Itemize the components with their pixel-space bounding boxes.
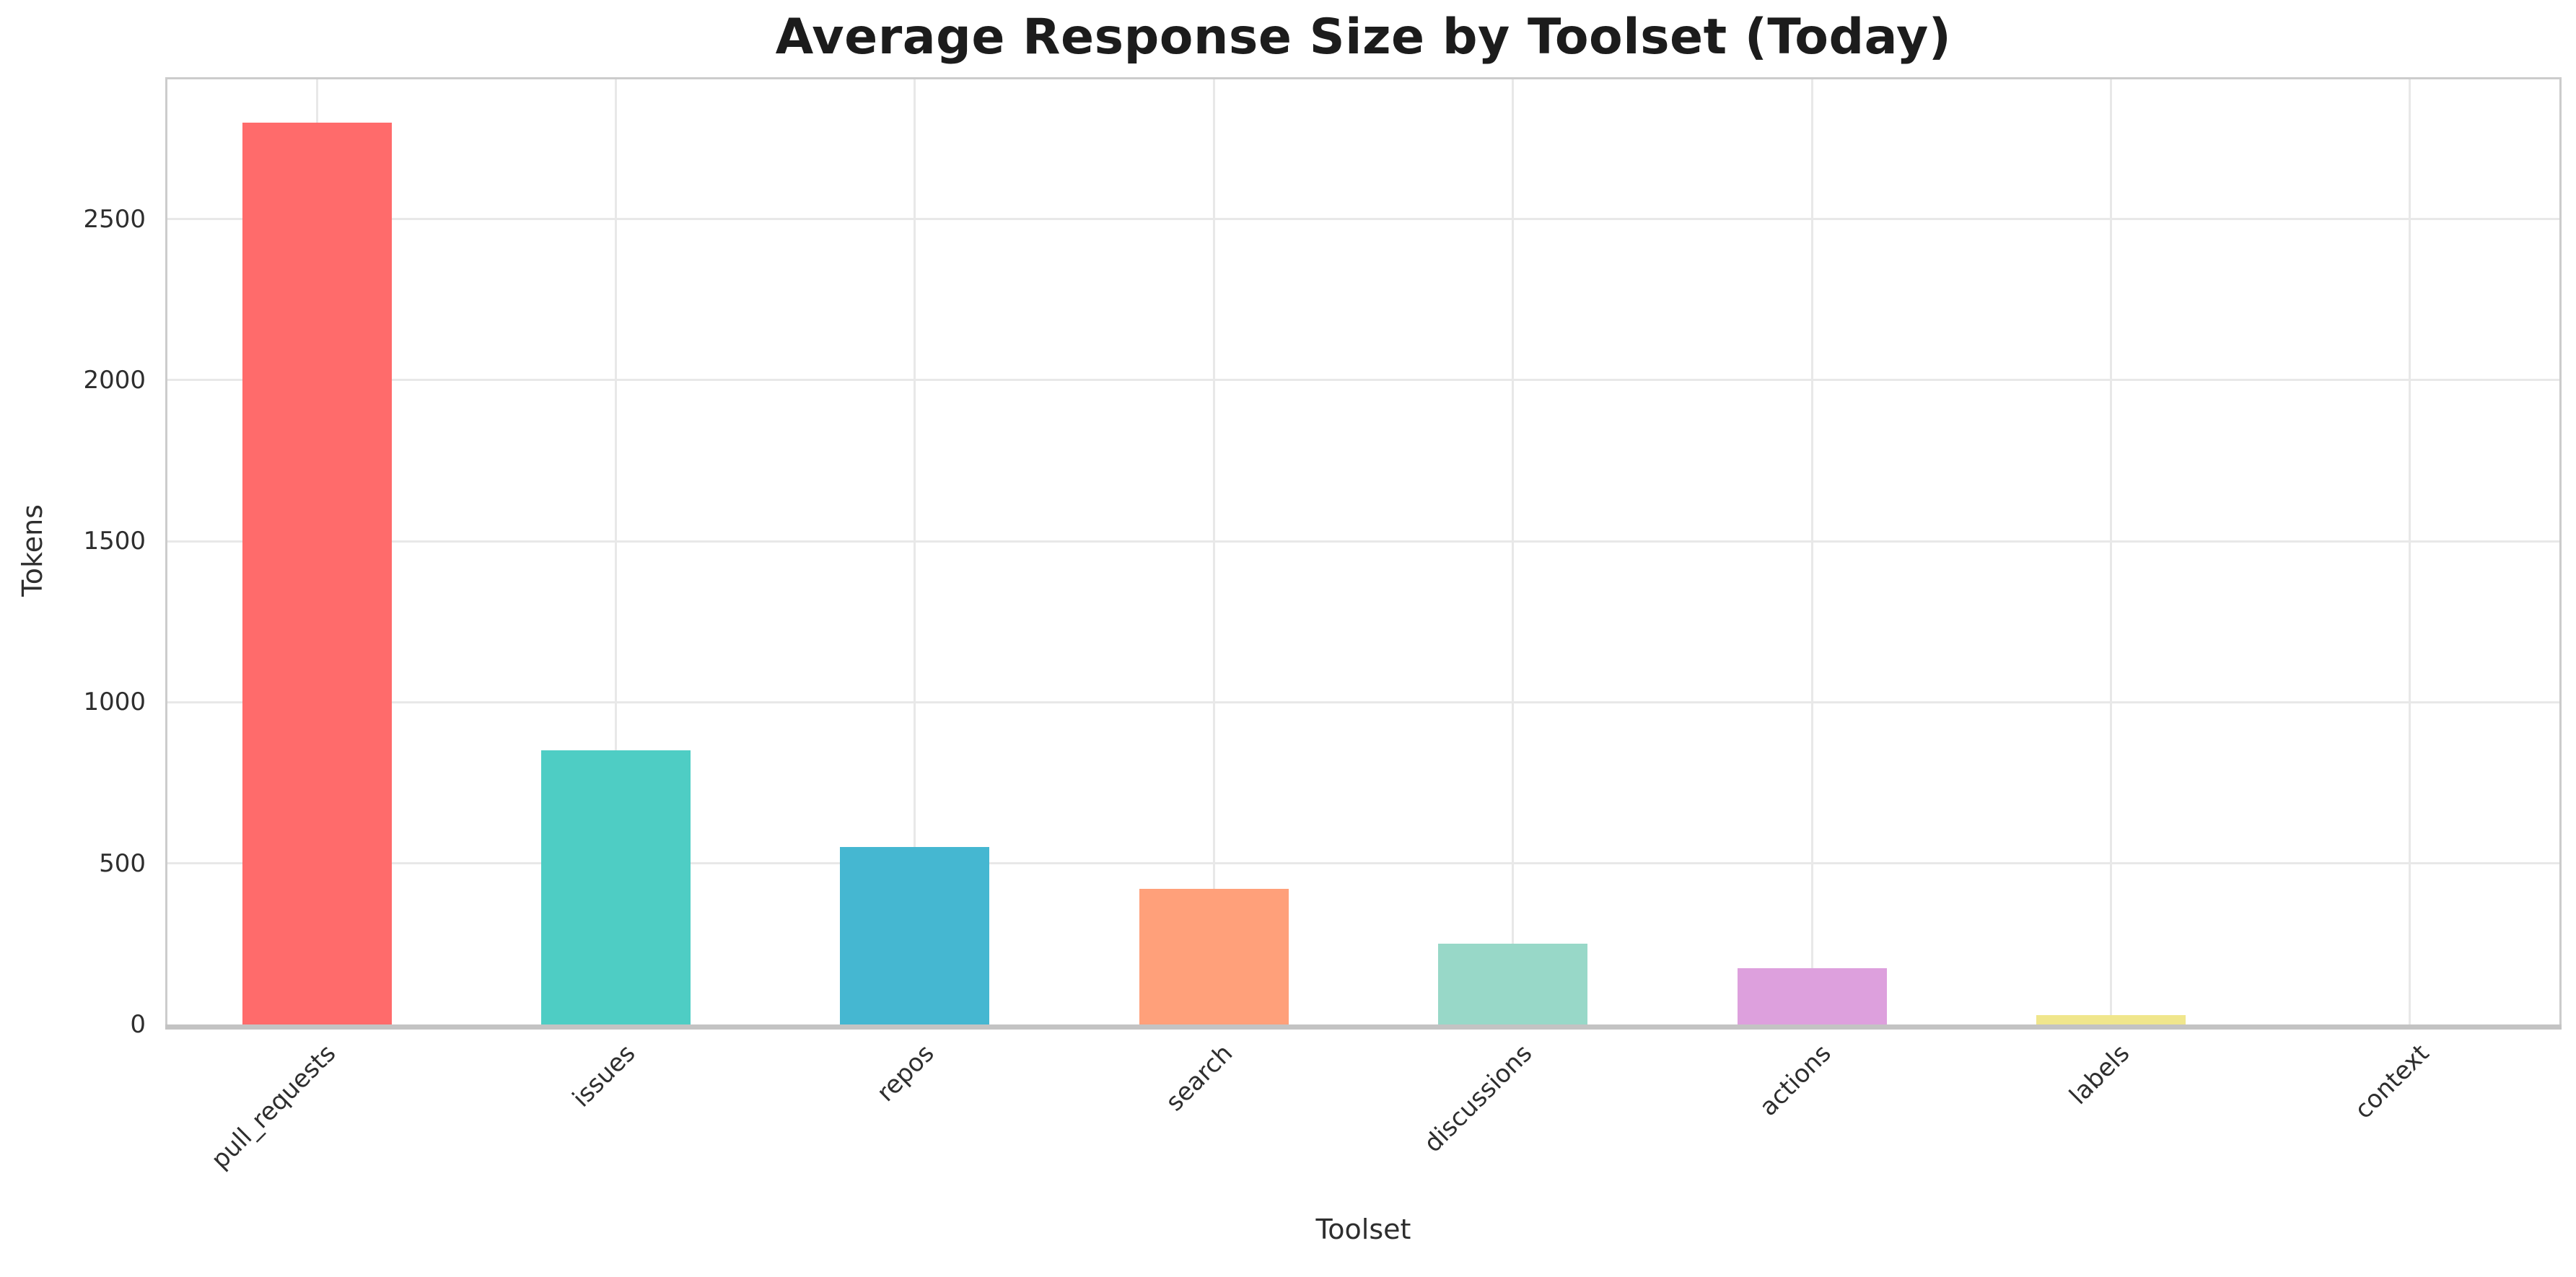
y-tick-label: 2000 [83, 365, 146, 395]
x-axis-line [165, 1024, 2562, 1030]
plot-area [167, 77, 2559, 1024]
x-tick-label: discussions [1418, 1039, 1538, 1159]
y-axis-label: Tokens [17, 504, 48, 597]
h-gridline [167, 379, 2559, 382]
y-tick-label: 0 [130, 1010, 146, 1039]
chart-title: Average Response Size by Toolset (Today) [775, 9, 1952, 66]
h-gridline [167, 862, 2559, 865]
v-gridline [1212, 77, 1215, 1024]
v-gridline [1512, 77, 1515, 1024]
h-gridline [167, 218, 2559, 221]
top-spine [167, 77, 2559, 79]
h-gridline [167, 540, 2559, 543]
x-tick-label: pull_requests [206, 1039, 342, 1175]
bar-pull_requests [242, 122, 392, 1024]
x-axis-label: Toolset [1315, 1214, 1411, 1245]
v-gridline [615, 77, 618, 1024]
bar-actions [1737, 967, 1887, 1024]
x-tick-label: labels [2064, 1039, 2136, 1110]
x-tick-label: issues [566, 1039, 641, 1113]
bar-search [1139, 889, 1289, 1024]
x-tick-label: repos [871, 1039, 940, 1107]
x-tick-label: actions [1753, 1039, 1837, 1122]
x-tick-label: context [2349, 1039, 2435, 1125]
y-tick-label: 1000 [83, 688, 146, 717]
v-gridline [914, 77, 916, 1024]
v-gridline [2109, 77, 2112, 1024]
v-gridline [1810, 77, 1813, 1024]
y-tick-label: 500 [99, 848, 146, 878]
bar-issues [541, 750, 691, 1024]
y-tick-label: 2500 [83, 204, 146, 234]
bar-labels [2036, 1014, 2186, 1024]
y-tick-label: 1500 [83, 527, 146, 556]
v-gridline [2409, 77, 2411, 1024]
x-tick-label: search [1160, 1039, 1239, 1118]
bar-discussions [1438, 944, 1588, 1024]
left-spine [165, 77, 167, 1027]
h-gridline [167, 701, 2559, 703]
bar-repos [840, 847, 990, 1024]
right-spine [2559, 77, 2562, 1027]
